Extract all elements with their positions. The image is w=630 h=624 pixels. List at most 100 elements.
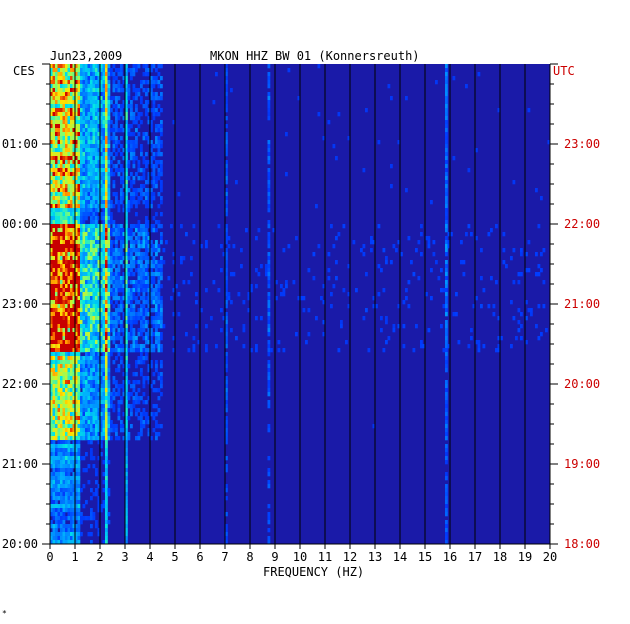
heatmap-cell bbox=[112, 232, 116, 237]
heatmap-cell bbox=[90, 280, 93, 285]
heatmap-cell bbox=[105, 232, 108, 237]
heatmap-cell bbox=[67, 440, 71, 445]
heatmap-cell bbox=[55, 140, 58, 145]
heatmap-cell bbox=[62, 112, 66, 117]
heatmap-cell bbox=[105, 464, 108, 469]
heatmap-cell bbox=[130, 292, 133, 297]
heatmap-cell bbox=[97, 276, 101, 281]
heatmap-cell bbox=[55, 288, 58, 293]
heatmap-cell bbox=[102, 88, 106, 93]
heatmap-cell bbox=[137, 164, 141, 169]
heatmap-cell bbox=[82, 400, 86, 405]
heatmap-cell bbox=[535, 272, 538, 277]
heatmap-cell bbox=[75, 76, 78, 81]
heatmap-cell bbox=[180, 256, 183, 261]
heatmap-cell bbox=[132, 308, 136, 313]
heatmap-cell bbox=[95, 328, 98, 333]
heatmap-cell bbox=[95, 92, 98, 97]
heatmap-cell bbox=[82, 408, 86, 413]
heatmap-cell bbox=[80, 196, 83, 201]
heatmap-cell bbox=[87, 384, 91, 389]
heatmap-cell bbox=[87, 80, 91, 85]
heatmap-cell bbox=[50, 188, 53, 193]
heatmap-cell bbox=[380, 328, 383, 333]
heatmap-cell bbox=[75, 320, 78, 325]
heatmap-cell bbox=[80, 112, 83, 117]
heatmap-cell bbox=[155, 292, 158, 297]
heatmap-cell bbox=[110, 276, 113, 281]
heatmap-cell bbox=[302, 296, 306, 301]
heatmap-cell bbox=[57, 184, 61, 189]
heatmap-cell bbox=[132, 164, 136, 169]
heatmap-cell bbox=[115, 436, 118, 441]
heatmap-cell bbox=[115, 428, 118, 433]
heatmap-cell bbox=[117, 80, 121, 85]
heatmap-cell bbox=[52, 352, 56, 357]
heatmap-cell bbox=[80, 404, 83, 409]
heatmap-cell bbox=[77, 384, 81, 389]
heatmap-cell bbox=[80, 532, 83, 537]
heatmap-cell bbox=[445, 304, 448, 309]
heatmap-cell bbox=[445, 460, 448, 465]
heatmap-cell bbox=[67, 328, 71, 333]
heatmap-cell bbox=[445, 260, 448, 265]
heatmap-cell bbox=[225, 364, 228, 369]
heatmap-cell bbox=[127, 228, 131, 233]
heatmap-cell bbox=[112, 252, 116, 257]
heatmap-cell bbox=[100, 76, 103, 81]
heatmap-cell bbox=[105, 64, 108, 69]
heatmap-cell bbox=[537, 336, 541, 341]
heatmap-cell bbox=[67, 180, 71, 185]
heatmap-cell bbox=[60, 416, 63, 421]
heatmap-cell bbox=[50, 136, 53, 141]
heatmap-cell bbox=[105, 504, 108, 509]
heatmap-cell bbox=[77, 368, 81, 373]
heatmap-cell bbox=[77, 276, 81, 281]
heatmap-cell bbox=[115, 112, 118, 117]
heatmap-cell bbox=[72, 304, 76, 309]
heatmap-cell bbox=[72, 320, 76, 325]
heatmap-cell bbox=[152, 100, 156, 105]
heatmap-cell bbox=[72, 292, 76, 297]
heatmap-cell bbox=[60, 272, 63, 277]
heatmap-cell bbox=[282, 292, 286, 297]
heatmap-cell bbox=[267, 456, 271, 461]
heatmap-cell bbox=[97, 96, 101, 101]
heatmap-cell bbox=[137, 312, 141, 317]
heatmap-cell bbox=[72, 264, 76, 269]
heatmap-cell bbox=[135, 188, 138, 193]
heatmap-cell bbox=[127, 140, 131, 145]
heatmap-cell bbox=[127, 432, 131, 437]
heatmap-cell bbox=[97, 240, 101, 245]
heatmap-cell bbox=[67, 508, 71, 513]
heatmap-cell bbox=[135, 268, 138, 273]
heatmap-cell bbox=[55, 256, 58, 261]
heatmap-cell bbox=[512, 180, 516, 185]
heatmap-cell bbox=[97, 64, 101, 69]
heatmap-cell bbox=[420, 224, 423, 229]
heatmap-cell bbox=[92, 64, 96, 69]
heatmap-cell bbox=[92, 356, 96, 361]
heatmap-cell bbox=[70, 164, 73, 169]
heatmap-cell bbox=[472, 304, 476, 309]
heatmap-cell bbox=[445, 64, 448, 69]
heatmap-cell bbox=[112, 272, 116, 277]
heatmap-cell bbox=[267, 312, 271, 317]
heatmap-cell bbox=[57, 236, 61, 241]
heatmap-cell bbox=[102, 480, 106, 485]
heatmap-cell bbox=[107, 308, 111, 313]
heatmap-cell bbox=[55, 364, 58, 369]
heatmap-cell bbox=[425, 236, 428, 241]
heatmap-cell bbox=[157, 336, 161, 341]
heatmap-cell bbox=[75, 64, 78, 69]
heatmap-cell bbox=[82, 344, 86, 349]
heatmap-cell bbox=[72, 440, 76, 445]
heatmap-cell bbox=[92, 92, 96, 97]
heatmap-cell bbox=[120, 304, 123, 309]
heatmap-cell bbox=[55, 144, 58, 149]
heatmap-cell bbox=[102, 172, 106, 177]
heatmap-cell bbox=[97, 104, 101, 109]
heatmap-cell bbox=[50, 80, 53, 85]
heatmap-cell bbox=[92, 108, 96, 113]
heatmap-cell bbox=[85, 72, 88, 77]
